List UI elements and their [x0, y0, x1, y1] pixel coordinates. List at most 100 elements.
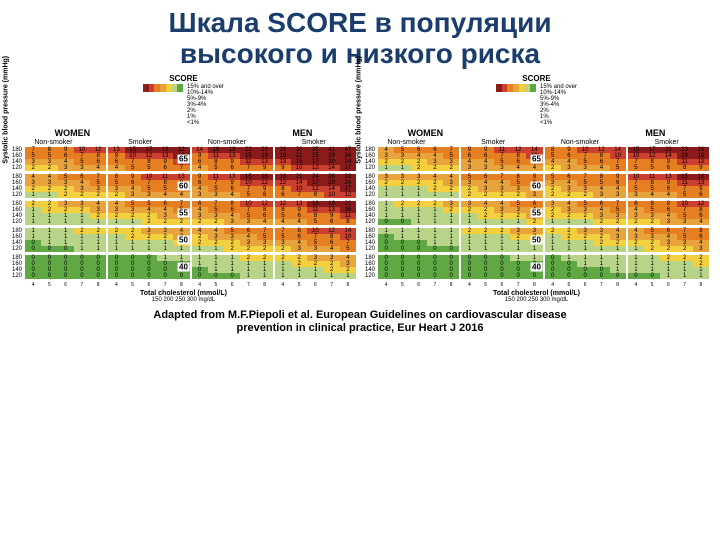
risk-cell: 17 [340, 165, 356, 171]
risk-cell: 4 [192, 165, 208, 171]
risk-cell: 2 [58, 192, 74, 198]
risk-cell: 3 [461, 165, 477, 171]
risk-cell: 1 [628, 246, 644, 252]
risk-cell: 0 [561, 273, 577, 279]
risk-cell: 4 [257, 219, 273, 225]
risk-cell: 5 [240, 192, 256, 198]
risk-cell: 0 [25, 246, 41, 252]
x-axis-label-2: 150 200 250 300 mg/dL [10, 297, 357, 303]
risk-cell: 2 [510, 192, 526, 198]
risk-cell: 1 [478, 246, 494, 252]
risk-block: 15172023261012141619789111355689 [628, 147, 709, 171]
age-row-60: 1801601401204456733345222331122289101113… [10, 174, 357, 198]
risk-block: 11111011110001100000 [378, 228, 459, 252]
risk-cell: 1 [378, 192, 394, 198]
risk-cell: 0 [378, 273, 394, 279]
sex-labels: WOMENMEN [363, 128, 710, 138]
risk-cell: 1 [593, 246, 609, 252]
risk-cell: 0 [610, 273, 626, 279]
risk-cell: 1 [257, 273, 273, 279]
risk-cell: 1 [394, 192, 410, 198]
risk-cell: 3 [208, 192, 224, 198]
risk-cell: 7 [173, 165, 189, 171]
risk-cell: 6 [157, 165, 173, 171]
risk-cell: 3 [192, 192, 208, 198]
risk-cell: 8 [307, 192, 323, 198]
risk-block: 7891012556783345622334 [25, 147, 106, 171]
x-ticks: 45678456784567845678 [363, 282, 710, 288]
age-row-65: 1801601401204566733445222331122299111214… [363, 147, 710, 171]
risk-cell: 1 [291, 273, 307, 279]
risk-cell: 3 [628, 192, 644, 198]
risk-cell: 5 [610, 165, 626, 171]
risk-block: 11222111121111100111 [628, 255, 709, 279]
grid-blocks: 1801601401204566733445222331122299111214… [363, 147, 710, 282]
risk-cell: 0 [125, 273, 141, 279]
risk-cell: 4 [510, 165, 526, 171]
age-value: 65 [177, 154, 190, 163]
risk-cell: 3 [610, 192, 626, 198]
risk-cell: 3 [693, 246, 709, 252]
risk-cell: 3 [660, 219, 676, 225]
risk-cell: 1 [394, 165, 410, 171]
risk-cell: 1 [577, 219, 593, 225]
risk-cell: 5 [307, 219, 323, 225]
risk-cell: 0 [378, 246, 394, 252]
risk-cell: 0 [461, 273, 477, 279]
risk-block: 12131619228911131656891144568 [275, 201, 356, 225]
risk-cell: 1 [545, 246, 561, 252]
risk-cell: 4 [173, 192, 189, 198]
risk-cell: 1 [90, 219, 106, 225]
risk-cell: 1 [240, 273, 256, 279]
risk-cell: 1 [660, 273, 676, 279]
age-value: 55 [530, 208, 543, 217]
risk-block: 11122111110111100011 [25, 228, 106, 252]
risk-cell: 1 [693, 273, 709, 279]
risk-cell: 1 [443, 192, 459, 198]
risk-cell: 0 [378, 219, 394, 225]
risk-cell: 2 [25, 165, 41, 171]
risk-block: 45667334452223311222 [378, 147, 459, 171]
risk-cell: 1 [157, 246, 173, 252]
age-value: 40 [530, 262, 543, 271]
smoke-labels: Non-smokerSmokerNon-smokerSmoker [10, 139, 357, 146]
risk-cell: 2 [192, 219, 208, 225]
risk-cell: 3 [677, 219, 693, 225]
risk-cell: 7 [240, 165, 256, 171]
low-risk-panel: SCORE15% and over10%-14%5%-9%3%-4%2%1%<1… [363, 74, 710, 303]
risk-cell: 10 [291, 165, 307, 171]
risk-cell: 0 [192, 273, 208, 279]
risk-cell: 0 [394, 219, 410, 225]
x-ticks: 45678456784567845678 [10, 282, 357, 288]
age-row-55: 1801601401201222311112111110011134456223… [363, 201, 710, 225]
age-row-40: 1801601401200000000000000000000000011000… [363, 255, 710, 279]
risk-cell: 0 [545, 273, 561, 279]
risk-cell: 4 [275, 219, 291, 225]
age-value: 60 [530, 181, 543, 190]
legend: 15% and over10%-14%5%-9%3%-4%2%1%<1% [363, 84, 710, 126]
risk-cell: 0 [41, 273, 57, 279]
risk-cell: 1 [25, 219, 41, 225]
risk-cell: 1 [58, 219, 74, 225]
score-header: SCORE [363, 74, 710, 83]
risk-cell: 1 [125, 246, 141, 252]
risk-cell: 1 [443, 219, 459, 225]
risk-cell: 3 [561, 165, 577, 171]
risk-cell: 1 [90, 246, 106, 252]
risk-cell: 0 [25, 273, 41, 279]
risk-cell: 4 [644, 192, 660, 198]
risk-block: 22334122231112211111 [545, 228, 626, 252]
risk-cell: 2 [90, 192, 106, 198]
risk-cell: 6 [660, 165, 676, 171]
risk-cell: 2 [660, 246, 676, 252]
risk-cell: 4 [90, 165, 106, 171]
smoke-labels: Non-smokerSmokerNon-smokerSmoker [363, 139, 710, 146]
risk-block: 34567233452223311122 [545, 201, 626, 225]
risk-block: 6891012456783345622334 [628, 201, 709, 225]
risk-cell: 0 [108, 273, 124, 279]
grid-blocks: 1801601401207891012556783345622334131517… [10, 147, 357, 282]
risk-cell: 0 [628, 273, 644, 279]
risk-cell: 1 [526, 246, 542, 252]
risk-block: 263035414718212529341315172024910121417 [275, 147, 356, 171]
risk-cell: 1 [108, 219, 124, 225]
